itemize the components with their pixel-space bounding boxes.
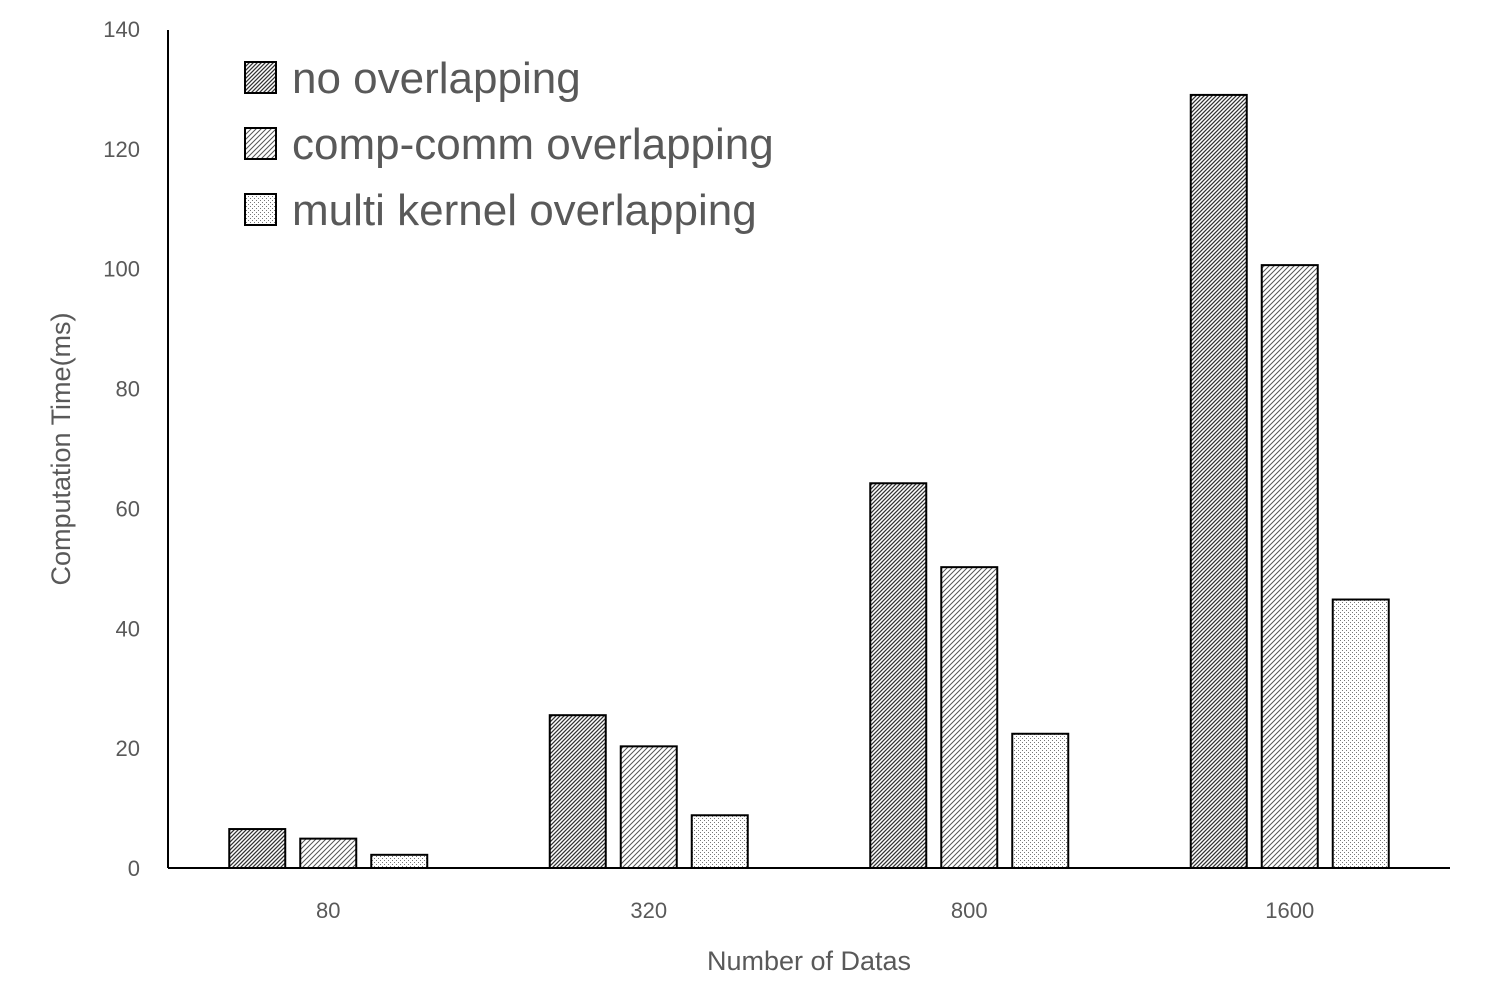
y-tick-label: 100	[103, 257, 140, 282]
legend-label: multi kernel overlapping	[292, 186, 757, 235]
y-tick-label: 40	[116, 616, 140, 641]
y-tick-label: 20	[116, 736, 140, 761]
bar-comp-comm-overlapping-80	[299, 837, 358, 870]
y-tick-label: 60	[116, 496, 140, 521]
bar-comp-comm-overlapping-800	[940, 566, 999, 869]
legend-swatch	[244, 193, 277, 226]
bar-comp-comm-overlapping-320	[619, 745, 678, 869]
bars	[228, 93, 1390, 870]
x-tick-label: 1600	[1265, 898, 1314, 923]
legend: no overlapping comp-comm overlapping multi…	[244, 54, 774, 235]
x-tick-label: 320	[630, 898, 667, 923]
x-axis-title: Number of Datas	[707, 946, 911, 976]
y-tick-label: 80	[116, 377, 140, 402]
y-axis-ticks: 0 20 40 60 80 100 120 140	[103, 17, 140, 881]
bar-comp-comm-overlapping-1600	[1260, 264, 1319, 869]
y-axis-title: Computation Time(ms)	[46, 312, 76, 585]
bar-multi-kernel-overlapping-800	[1011, 732, 1070, 870]
x-axis-ticks: 80 320 800 1600	[316, 898, 1314, 923]
bar-no-overlapping-320	[548, 714, 607, 869]
bar-multi-kernel-overlapping-320	[690, 814, 749, 870]
y-tick-label: 120	[103, 137, 140, 162]
bar-no-overlapping-80	[228, 828, 287, 870]
legend-swatch	[244, 61, 277, 94]
x-tick-label: 80	[316, 898, 340, 923]
x-tick-label: 800	[951, 898, 988, 923]
bar-multi-kernel-overlapping-80	[370, 853, 429, 870]
legend-swatch	[244, 127, 277, 160]
bar-no-overlapping-800	[869, 482, 928, 869]
y-tick-label: 140	[103, 17, 140, 42]
legend-label: comp-comm overlapping	[292, 120, 774, 169]
bar-no-overlapping-1600	[1189, 93, 1248, 869]
y-tick-label: 0	[128, 856, 140, 881]
bar-multi-kernel-overlapping-1600	[1331, 598, 1390, 870]
legend-label: no overlapping	[292, 54, 581, 103]
